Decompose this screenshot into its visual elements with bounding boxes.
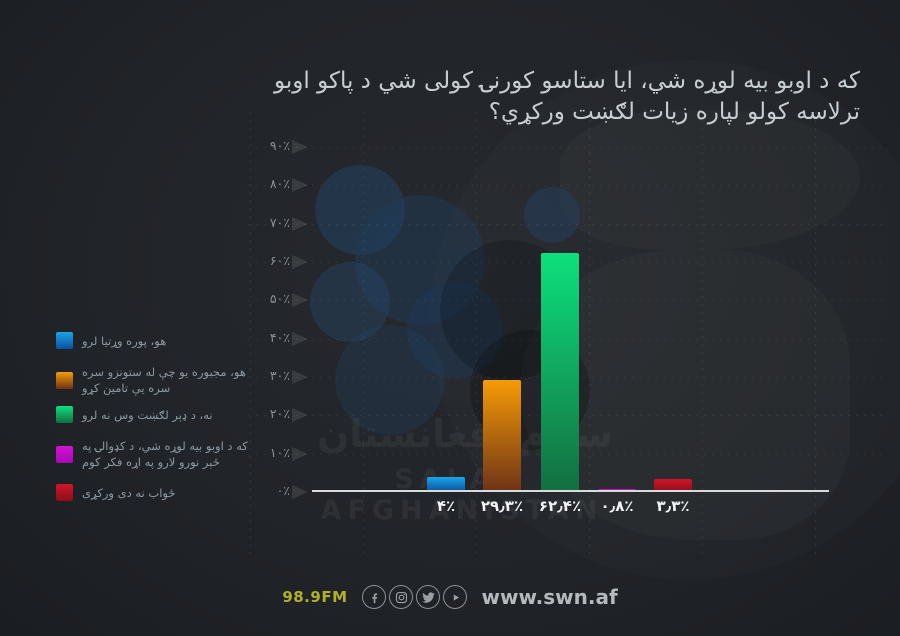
tick-arrow-icon bbox=[292, 370, 308, 384]
grid-line-vertical bbox=[476, 112, 477, 560]
radio-frequency: 98.9FM bbox=[282, 588, 348, 606]
legend-swatch bbox=[56, 406, 73, 423]
tick-arrow-icon bbox=[292, 446, 308, 461]
play-icon bbox=[443, 585, 467, 609]
y-tick-label: ۷۰٪ bbox=[269, 214, 290, 230]
facebook-icon bbox=[362, 585, 386, 609]
grid-line-horizontal bbox=[248, 223, 886, 225]
legend-item: که د اوبو بیه لوړه شي، د کډوالۍ په څېر ن… bbox=[56, 438, 274, 470]
title-line-2: ترلاسه کولو لپاره زیات لګښت ورکړي؟ bbox=[488, 99, 860, 125]
y-tick-label: ۶۰٪ bbox=[269, 253, 290, 268]
chart-title: که د اوبو بیه لوړه شي، ایا ستاسو کورنۍ ک… bbox=[90, 66, 860, 128]
tick-arrow-icon bbox=[292, 331, 308, 346]
website-url: www.swn.af bbox=[481, 585, 618, 609]
bar-value-label: ۰٫۸٪ bbox=[600, 497, 634, 515]
legend-label: که د اوبو بیه لوړه شي، د کډوالۍ په څېر ن… bbox=[82, 439, 248, 469]
y-tick-label: ۰٪ bbox=[276, 483, 290, 498]
tick-arrow-icon bbox=[292, 408, 308, 423]
y-tick-label: ۵۰٪ bbox=[269, 291, 290, 307]
tick-arrow-icon bbox=[292, 255, 308, 269]
legend-swatch bbox=[56, 332, 73, 349]
bar-value-label: ۳٫۳٪ bbox=[656, 497, 690, 515]
grid-line-vertical bbox=[363, 112, 364, 560]
watermark-latin: SALAM AFGHANISTAN bbox=[320, 464, 604, 526]
bubble bbox=[315, 165, 405, 255]
bar-value-label: ۲۹٫۳٪ bbox=[480, 497, 524, 515]
bubble bbox=[310, 262, 390, 342]
y-tick-label: ۲۰٪ bbox=[269, 406, 290, 422]
legend-item: هو، پوره وړتیا لرو bbox=[56, 332, 274, 349]
bubble bbox=[524, 187, 580, 243]
tick-arrow-icon bbox=[292, 293, 308, 308]
grid-line-vertical bbox=[702, 112, 703, 560]
grid-line-vertical bbox=[589, 112, 590, 560]
watermark-arabic: سلام افغانستان bbox=[316, 412, 614, 456]
grid-line-vertical bbox=[815, 112, 816, 560]
tick-arrow-icon bbox=[292, 140, 308, 154]
legend-label: نه، د ډېر لګښت وس نه لرو bbox=[82, 407, 213, 422]
grid-line-horizontal bbox=[248, 147, 886, 148]
legend-swatch bbox=[56, 371, 73, 389]
tick-arrow-icon bbox=[292, 216, 308, 231]
legend-item: نه، د ډېر لګښت وس نه لرو bbox=[56, 406, 274, 423]
bar-value-label: ۴٪ bbox=[436, 497, 456, 515]
y-tick-label: ۱۰٪ bbox=[269, 444, 290, 460]
y-tick-label: ۹۰٪ bbox=[269, 138, 290, 153]
bubble bbox=[355, 195, 485, 325]
legend-swatch bbox=[56, 484, 73, 501]
legend-swatch bbox=[56, 445, 73, 463]
y-tick-label: ۸۰٪ bbox=[269, 176, 290, 192]
title-line-1: که د اوبو بیه لوړه شي، ایا ستاسو کورنۍ ک… bbox=[274, 68, 860, 94]
footer: 98.9FM www.swn.af bbox=[0, 585, 900, 609]
y-tick-label: ۳۰٪ bbox=[269, 368, 290, 383]
bubble bbox=[335, 325, 445, 435]
bar-value-label: ۶۲٫۴٪ bbox=[538, 497, 582, 515]
y-tick-label: ۴۰٪ bbox=[269, 329, 290, 345]
legend-item: هو، مجبوره یو چې له ستونزو سره سره یې تا… bbox=[56, 364, 274, 396]
bar-1 bbox=[427, 476, 465, 492]
instagram-icon bbox=[389, 585, 413, 609]
x-axis-line bbox=[312, 490, 829, 492]
legend-label: ځواب نه دی ورکړی bbox=[82, 485, 176, 500]
grid-line-vertical bbox=[250, 112, 251, 560]
tick-arrow-icon bbox=[292, 178, 308, 193]
legend-label: هو، مجبوره یو چې له ستونزو سره سره یې تا… bbox=[82, 365, 246, 395]
legend-item: ځواب نه دی ورکړی bbox=[56, 484, 274, 501]
bubble bbox=[407, 282, 503, 378]
tick-arrow-icon bbox=[292, 485, 308, 499]
bar-5 bbox=[654, 479, 692, 492]
grid-line-horizontal bbox=[248, 185, 886, 187]
legend-label: هو، پوره وړتیا لرو bbox=[82, 333, 167, 348]
social-icons bbox=[361, 585, 469, 609]
bar-2 bbox=[483, 379, 521, 492]
bar-3 bbox=[541, 252, 579, 492]
twitter-icon bbox=[416, 585, 440, 609]
